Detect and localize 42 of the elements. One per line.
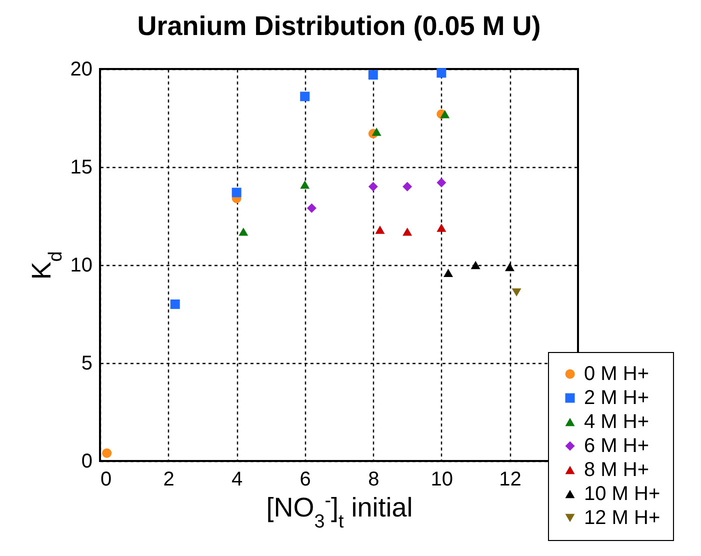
legend-label: 4 M H+ [584, 411, 650, 433]
y-tick-label: 20 [70, 58, 92, 80]
point [444, 268, 453, 277]
legend-label: 6 M H+ [584, 435, 650, 457]
y-tick-label: 15 [70, 156, 92, 178]
point [368, 182, 378, 192]
point [436, 178, 446, 188]
y-tick-label: 10 [70, 254, 92, 276]
x-tick-label: 2 [163, 468, 174, 490]
y-tick-label: 0 [81, 450, 92, 472]
point [170, 299, 180, 309]
point [402, 182, 412, 192]
legend-label: 2 M H+ [584, 387, 650, 409]
point [238, 228, 248, 236]
point [300, 180, 310, 189]
point [402, 228, 412, 236]
point [306, 203, 316, 213]
point [102, 448, 112, 458]
point [436, 68, 446, 78]
x-axis-title: [NO$_{3}$$^{-}$]$_{t}$ initial [266, 490, 413, 532]
x-tick-label: 10 [430, 468, 454, 490]
point [300, 92, 310, 102]
point [372, 128, 382, 136]
point [440, 110, 450, 118]
legend-label: 12 M H+ [584, 507, 660, 529]
legend-label: 10 M H+ [584, 483, 660, 505]
point [368, 70, 378, 80]
y-tick-label: 5 [81, 352, 92, 374]
x-tick-label: 0 [100, 468, 112, 490]
point [232, 188, 242, 198]
point [512, 288, 522, 297]
point [504, 262, 514, 272]
chart-title: Uranium Distribution (0.05 M U) [137, 11, 541, 41]
point [436, 224, 446, 232]
x-tick-label: 8 [368, 468, 380, 490]
legend-label: 0 M H+ [584, 363, 650, 385]
x-tick-label: 12 [499, 468, 522, 490]
x-tick-label: 6 [300, 468, 311, 490]
point [375, 226, 385, 234]
point [470, 260, 480, 270]
x-tick-label: 4 [232, 468, 243, 490]
legend-label: 8 M H+ [584, 459, 650, 481]
